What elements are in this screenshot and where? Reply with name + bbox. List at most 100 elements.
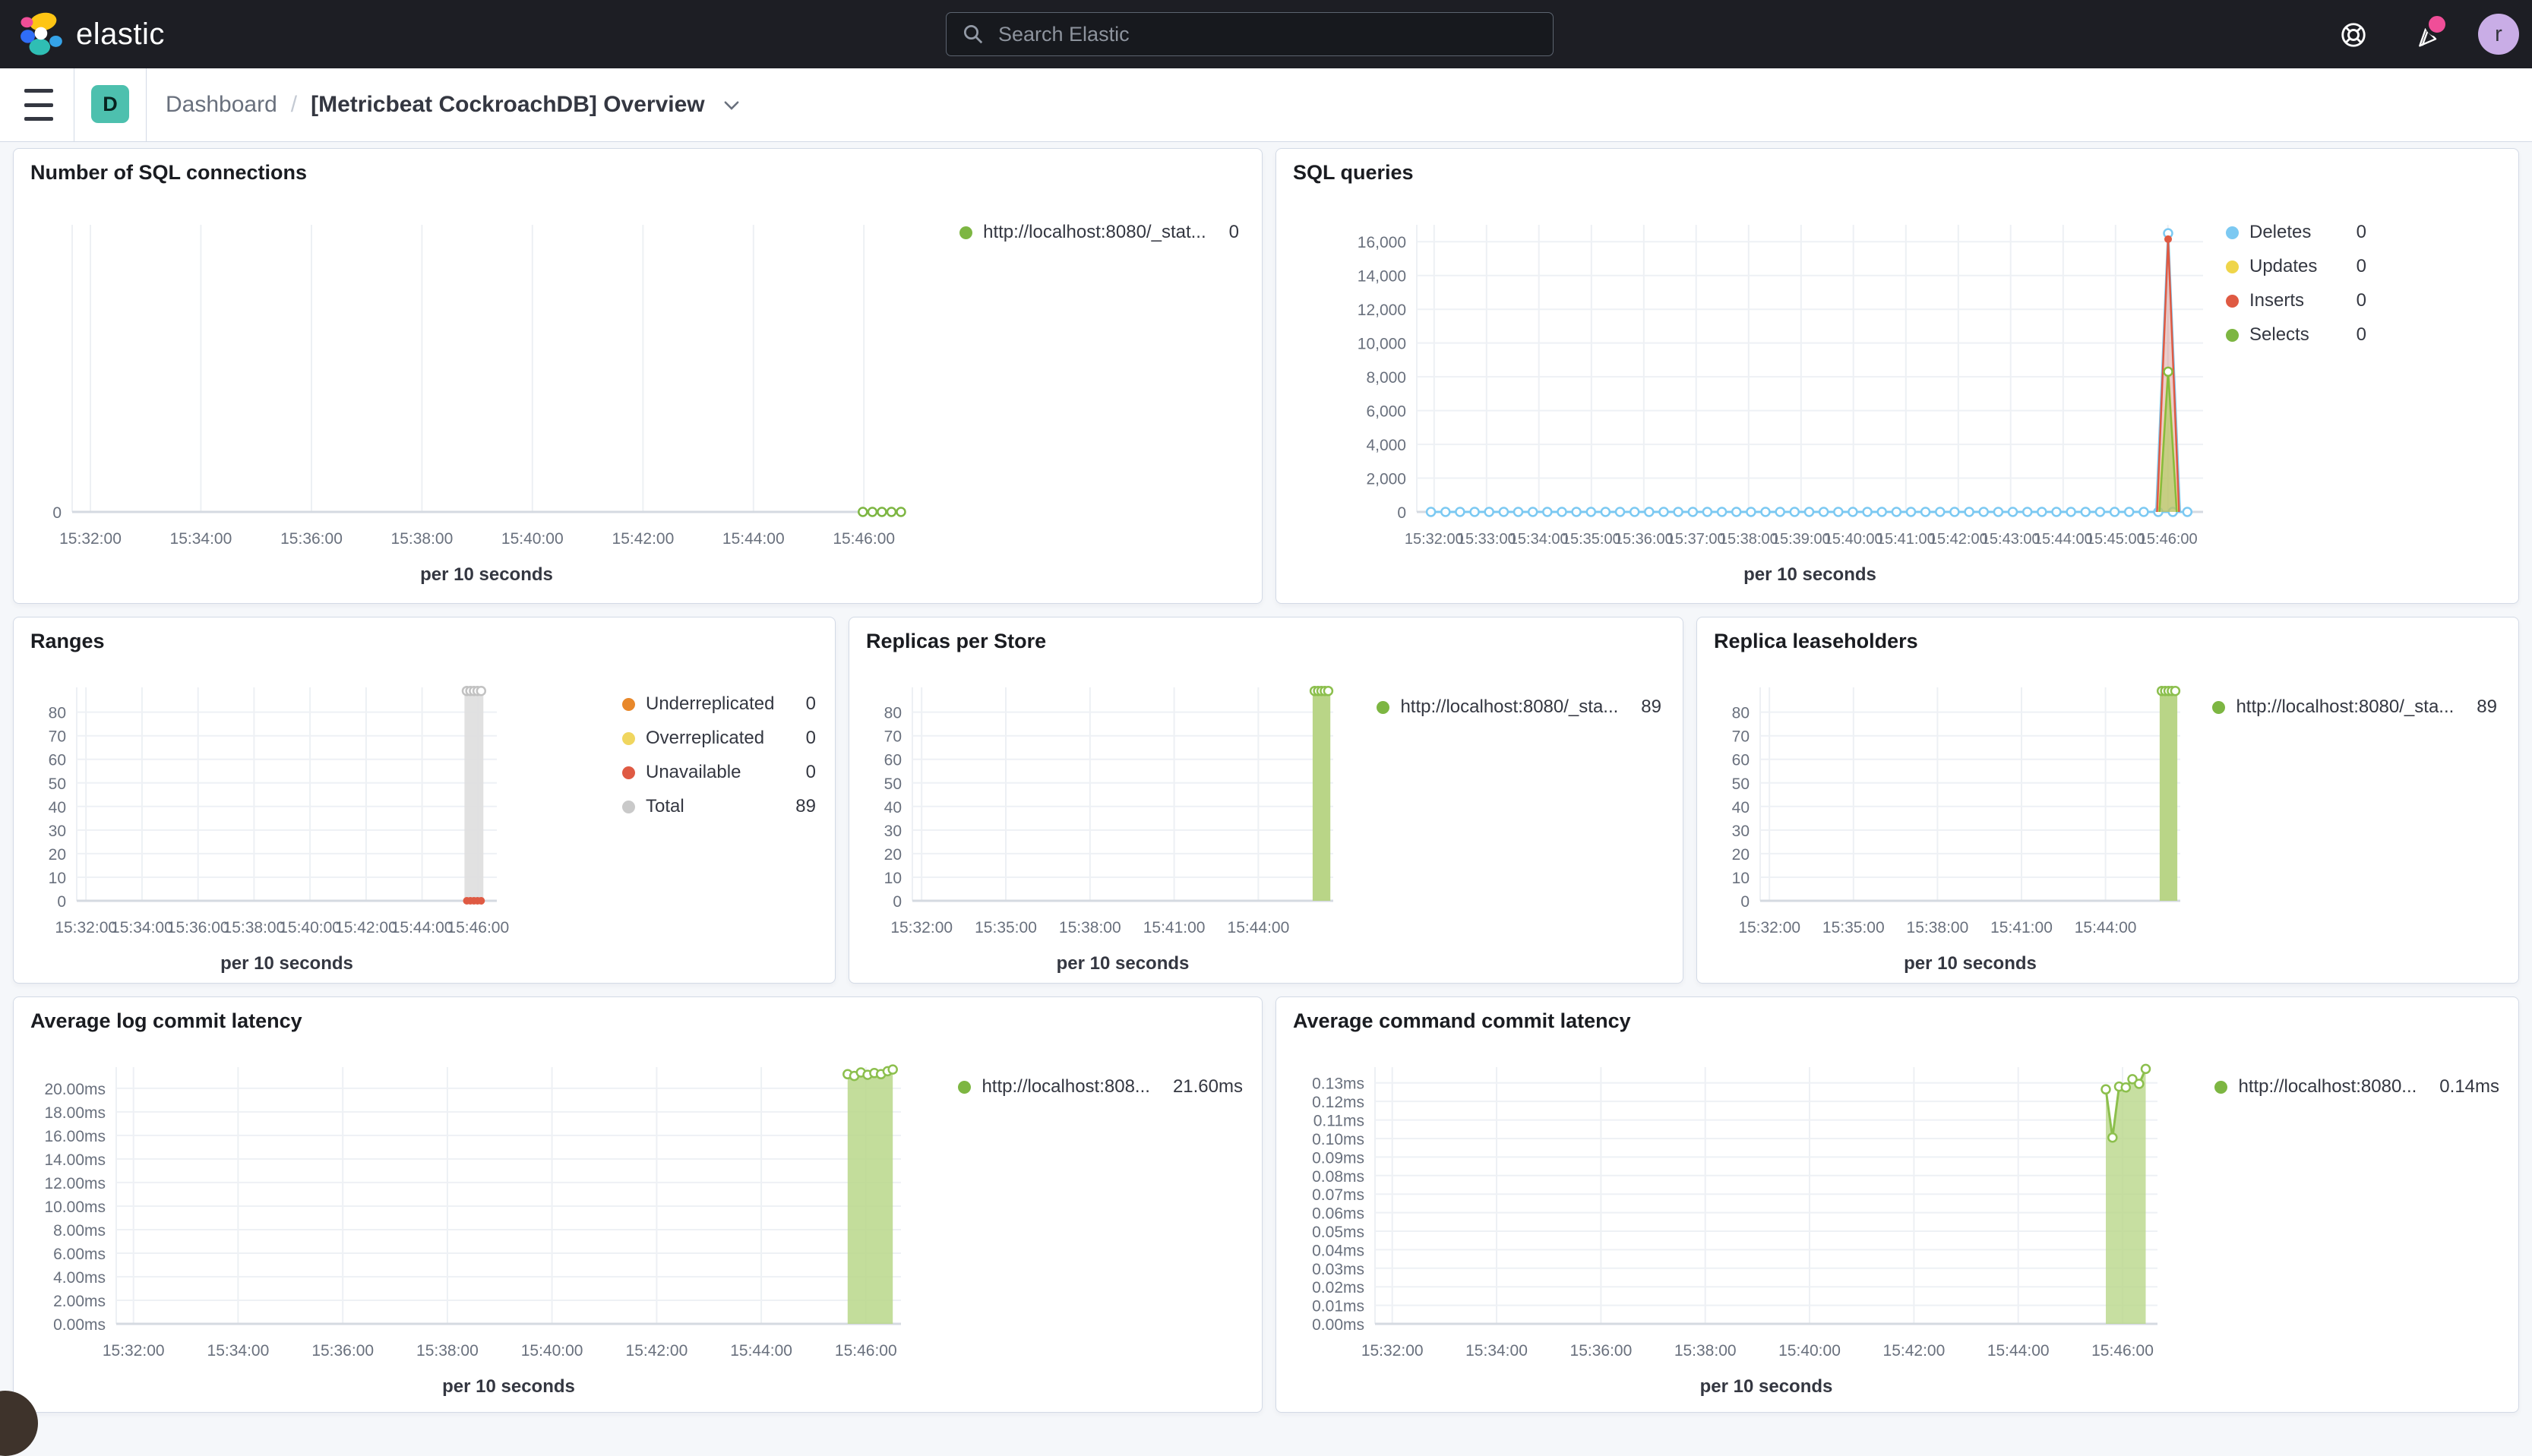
svg-text:per 10 seconds: per 10 seconds (1743, 564, 1876, 585)
menu-button[interactable] (24, 89, 55, 121)
legend-item[interactable]: http://localhost:8080/_sta... 89 (1377, 696, 1661, 718)
legend-item[interactable]: Selects 0 (2226, 324, 2366, 346)
panel-title: Ranges (30, 630, 105, 652)
svg-text:15:45:00: 15:45:00 (2086, 531, 2145, 548)
chart-legend: Deletes 0 Updates 0 Inserts 0 Selects 0 (2226, 222, 2366, 346)
svg-text:15:46:00: 15:46:00 (2091, 1342, 2154, 1360)
svg-text:15:41:00: 15:41:00 (1143, 919, 1206, 936)
svg-text:8.00ms: 8.00ms (53, 1222, 106, 1240)
legend-label: http://localhost:8080/_sta... (2236, 696, 2455, 717)
svg-text:15:33:00: 15:33:00 (1457, 531, 1516, 548)
svg-text:10: 10 (884, 870, 902, 887)
svg-text:14.00ms: 14.00ms (44, 1151, 106, 1169)
legend-item[interactable]: Unavailable 0 (622, 762, 816, 783)
newsfeed-button[interactable] (2411, 12, 2449, 52)
legend-label: Underreplicated (646, 693, 775, 714)
panel-title: Number of SQL connections (30, 161, 308, 184)
svg-text:15:35:00: 15:35:00 (1562, 531, 1621, 548)
legend-dot (2214, 1080, 2228, 1094)
svg-text:40: 40 (884, 799, 902, 816)
legend-dot (622, 697, 635, 711)
legend-item[interactable]: Updates 0 (2226, 256, 2366, 277)
svg-text:15:42:00: 15:42:00 (1929, 531, 1988, 548)
svg-text:15:38:00: 15:38:00 (391, 530, 454, 548)
svg-text:15:36:00: 15:36:00 (167, 919, 229, 936)
svg-text:0: 0 (1397, 504, 1406, 522)
svg-text:80: 80 (884, 705, 902, 722)
panel-avg-command-commit-latency: Average command commit latency 15:32:00 1… (1275, 996, 2519, 1413)
legend-item[interactable]: Total 89 (622, 796, 816, 817)
page-title: [Metricbeat CockroachDB] Overview (311, 92, 705, 117)
legend-value: 21.60ms (1172, 1076, 1243, 1097)
svg-text:15:44:00: 15:44:00 (722, 530, 785, 548)
svg-text:0.00ms: 0.00ms (53, 1316, 106, 1334)
svg-text:15:32:00: 15:32:00 (1738, 919, 1800, 936)
svg-text:15:46:00: 15:46:00 (447, 919, 509, 936)
legend-item[interactable]: Overreplicated 0 (622, 728, 816, 749)
svg-text:12,000: 12,000 (1358, 302, 1406, 319)
svg-text:4,000: 4,000 (1366, 437, 1406, 454)
deployment-badge[interactable]: D (91, 85, 129, 123)
elastic-logo[interactable]: elastic (20, 12, 165, 56)
panel-title: Replicas per Store (866, 630, 1047, 652)
panel-number-of-sql-connections: Number of SQL connections 15:32:00 15:34:… (13, 148, 1263, 604)
svg-text:15:35:00: 15:35:00 (1822, 919, 1885, 936)
svg-text:0.11ms: 0.11ms (1313, 1113, 1364, 1130)
svg-text:15:36:00: 15:36:00 (311, 1342, 374, 1360)
panel-title: Average log commit latency (30, 1009, 302, 1032)
legend-item[interactable]: Underreplicated 0 (622, 693, 816, 715)
breadcrumb-dashboard-link[interactable]: Dashboard (166, 92, 277, 117)
svg-text:15:41:00: 15:41:00 (1990, 919, 2053, 936)
legend-item[interactable]: http://localhost:808... 21.60ms (958, 1076, 1243, 1098)
legend-item[interactable]: http://localhost:8080/_stat... 0 (959, 222, 1239, 243)
chevron-down-icon[interactable] (722, 95, 741, 115)
svg-text:0.10ms: 0.10ms (1312, 1131, 1364, 1148)
svg-text:15:34:00: 15:34:00 (207, 1342, 270, 1360)
panel-sql-queries: SQL queries 15:32:00 15:33:00 15:34:00 15:3… (1275, 148, 2519, 604)
svg-text:15:32:00: 15:32:00 (103, 1342, 165, 1360)
svg-text:14,000: 14,000 (1358, 268, 1406, 286)
svg-text:per 10 seconds: per 10 seconds (1700, 1376, 1833, 1397)
chart-avg-log-commit-latency[interactable]: 15:32:00 15:34:00 15:36:00 15:38:00 15:40:00… (25, 1043, 1250, 1406)
user-avatar[interactable]: r (2478, 14, 2519, 55)
svg-text:30: 30 (1732, 823, 1750, 840)
svg-text:8,000: 8,000 (1366, 369, 1406, 387)
panel-avg-log-commit-latency: Average log commit latency 15:32:00 15:34… (13, 996, 1263, 1413)
legend-item[interactable]: http://localhost:8080/_sta... 89 (2212, 696, 2497, 718)
chart-replicas-per-store[interactable]: 15:32:00 15:35:00 15:38:00 15:41:00 15:44:00… (861, 663, 1671, 977)
svg-text:80: 80 (49, 705, 66, 722)
help-button[interactable] (2337, 18, 2370, 52)
legend-value: 0 (805, 728, 816, 748)
svg-text:15:44:00: 15:44:00 (2075, 919, 2137, 936)
legend-dot (959, 226, 973, 239)
chart-avg-command-commit-latency[interactable]: 15:32:00 15:34:00 15:36:00 15:38:00 15:40:00… (1288, 1043, 2507, 1406)
panel-title: SQL queries (1293, 161, 1414, 184)
chart-replica-leaseholders[interactable]: 15:32:00 15:35:00 15:38:00 15:41:00 15:44:00… (1709, 663, 2507, 977)
search-input[interactable] (997, 21, 1486, 47)
svg-text:15:32:00: 15:32:00 (890, 919, 953, 936)
legend-value: 0 (2356, 290, 2366, 311)
svg-text:16.00ms: 16.00ms (44, 1128, 106, 1145)
svg-text:15:38:00: 15:38:00 (1907, 919, 1969, 936)
svg-text:12.00ms: 12.00ms (44, 1175, 106, 1192)
chart-sql-connections[interactable]: 15:32:00 15:34:00 15:36:00 15:38:00 15:40:00… (25, 194, 1250, 597)
legend-item[interactable]: http://localhost:8080... 0.14ms (2214, 1076, 2499, 1098)
svg-text:15:46:00: 15:46:00 (833, 530, 895, 548)
legend-item[interactable]: Deletes 0 (2226, 222, 2366, 243)
legend-dot (2226, 294, 2239, 308)
svg-text:2.00ms: 2.00ms (53, 1293, 106, 1310)
svg-text:per 10 seconds: per 10 seconds (1904, 953, 2037, 974)
svg-text:6.00ms: 6.00ms (53, 1246, 106, 1263)
svg-text:16,000: 16,000 (1358, 234, 1406, 251)
chart-ranges[interactable]: 15:32:00 15:34:00 15:36:00 15:38:00 15:40:00… (25, 663, 823, 977)
global-search[interactable] (946, 12, 1554, 56)
panel-replica-leaseholders: Replica leaseholders 15:32:00 15:35:00 15:… (1696, 617, 2519, 984)
toolbar: D Dashboard / [Metricbeat CockroachDB] O… (0, 68, 2532, 197)
avatar-letter: r (2495, 21, 2502, 46)
legend-item[interactable]: Inserts 0 (2226, 290, 2366, 311)
svg-text:70: 70 (1732, 728, 1750, 746)
svg-text:20: 20 (49, 846, 66, 864)
chart-sql-queries[interactable]: 15:32:00 15:33:00 15:34:00 15:35:00 15:36:00… (1288, 194, 2507, 597)
legend-value: 0 (2356, 222, 2366, 242)
svg-text:10.00ms: 10.00ms (44, 1199, 106, 1216)
